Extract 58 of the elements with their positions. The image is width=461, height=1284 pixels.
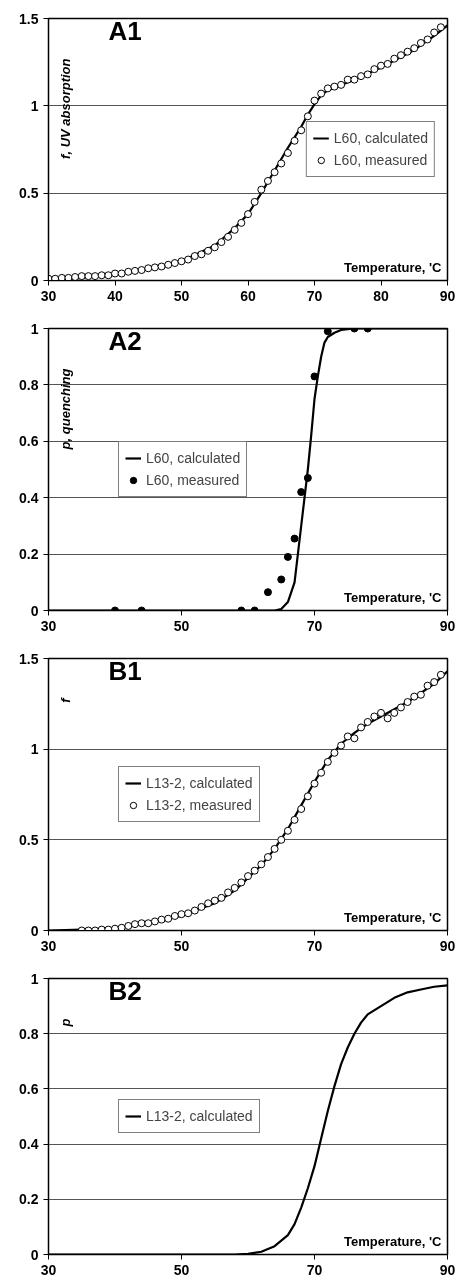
x-axis-title: Temperature, 'C bbox=[344, 259, 443, 275]
x-tick-label: 30 bbox=[40, 1261, 57, 1278]
x-tick-label: 70 bbox=[306, 617, 323, 634]
legend-label: L60, calculated bbox=[146, 450, 241, 466]
x-tick-label: 50 bbox=[173, 937, 190, 954]
y-axis-title: p bbox=[57, 1018, 73, 1028]
y-tick-label: 0.8 bbox=[19, 376, 39, 393]
chart-title: B1 bbox=[108, 655, 142, 686]
y-tick-label: 1 bbox=[30, 320, 39, 337]
x-axis-title: Temperature, 'C bbox=[344, 589, 443, 605]
y-tick-label: 0 bbox=[30, 1246, 39, 1263]
y-tick-label: 0.6 bbox=[19, 433, 39, 450]
x-tick-label: 80 bbox=[373, 287, 389, 304]
x-tick-label: 30 bbox=[40, 617, 57, 634]
legend-label: L13-2, measured bbox=[146, 797, 252, 813]
x-tick-label: 90 bbox=[439, 617, 456, 634]
y-tick-label: 0.2 bbox=[19, 1191, 39, 1208]
x-axis-title: Temperature, 'C bbox=[344, 909, 443, 925]
y-axis-title: p, quenching bbox=[57, 368, 73, 451]
y-tick-label: 1 bbox=[30, 970, 39, 987]
x-tick-label: 30 bbox=[40, 937, 57, 954]
x-tick-label: 70 bbox=[306, 1261, 323, 1278]
legend-label: L13-2, calculated bbox=[146, 775, 253, 791]
y-axis-title: f, UV absorption bbox=[57, 58, 73, 159]
x-tick-label: 90 bbox=[439, 937, 456, 954]
y-tick-label: 0.8 bbox=[19, 1025, 39, 1042]
y-tick-label: 0 bbox=[30, 272, 39, 289]
y-tick-label: 1.5 bbox=[19, 10, 39, 27]
y-tick-label: 1 bbox=[30, 97, 39, 114]
y-tick-label: 0.4 bbox=[19, 1136, 39, 1153]
x-tick-label: 50 bbox=[173, 617, 190, 634]
chart-title: B2 bbox=[108, 975, 142, 1006]
y-tick-label: 0.4 bbox=[19, 489, 39, 506]
y-tick-label: 0 bbox=[30, 922, 39, 939]
legend-label: L60, measured bbox=[333, 152, 428, 168]
legend-label: L60, calculated bbox=[333, 130, 428, 146]
legend-label: L13-2, calculated bbox=[146, 1108, 253, 1124]
x-tick-label: 40 bbox=[107, 287, 123, 304]
x-tick-label: 90 bbox=[439, 1261, 456, 1278]
y-tick-label: 1 bbox=[30, 741, 39, 758]
x-tick-label: 50 bbox=[173, 1261, 190, 1278]
y-tick-label: 0 bbox=[30, 602, 39, 619]
y-tick-label: 0.5 bbox=[19, 831, 39, 848]
x-tick-label: 50 bbox=[173, 287, 190, 304]
y-tick-label: 1.5 bbox=[19, 650, 39, 667]
x-tick-label: 30 bbox=[40, 287, 57, 304]
y-axis-title: f bbox=[57, 696, 73, 703]
x-tick-label: 60 bbox=[240, 287, 256, 304]
legend-label: L60, measured bbox=[146, 472, 240, 488]
x-tick-label: 70 bbox=[306, 287, 323, 304]
x-tick-label: 70 bbox=[306, 937, 323, 954]
chart-title: A2 bbox=[108, 325, 142, 356]
y-tick-label: 0.2 bbox=[19, 546, 39, 563]
x-tick-label: 90 bbox=[439, 287, 456, 304]
chart-title: A1 bbox=[108, 15, 142, 46]
x-axis-title: Temperature, 'C bbox=[344, 1233, 443, 1249]
y-tick-label: 0.6 bbox=[19, 1080, 39, 1097]
y-tick-label: 0.5 bbox=[19, 185, 39, 202]
